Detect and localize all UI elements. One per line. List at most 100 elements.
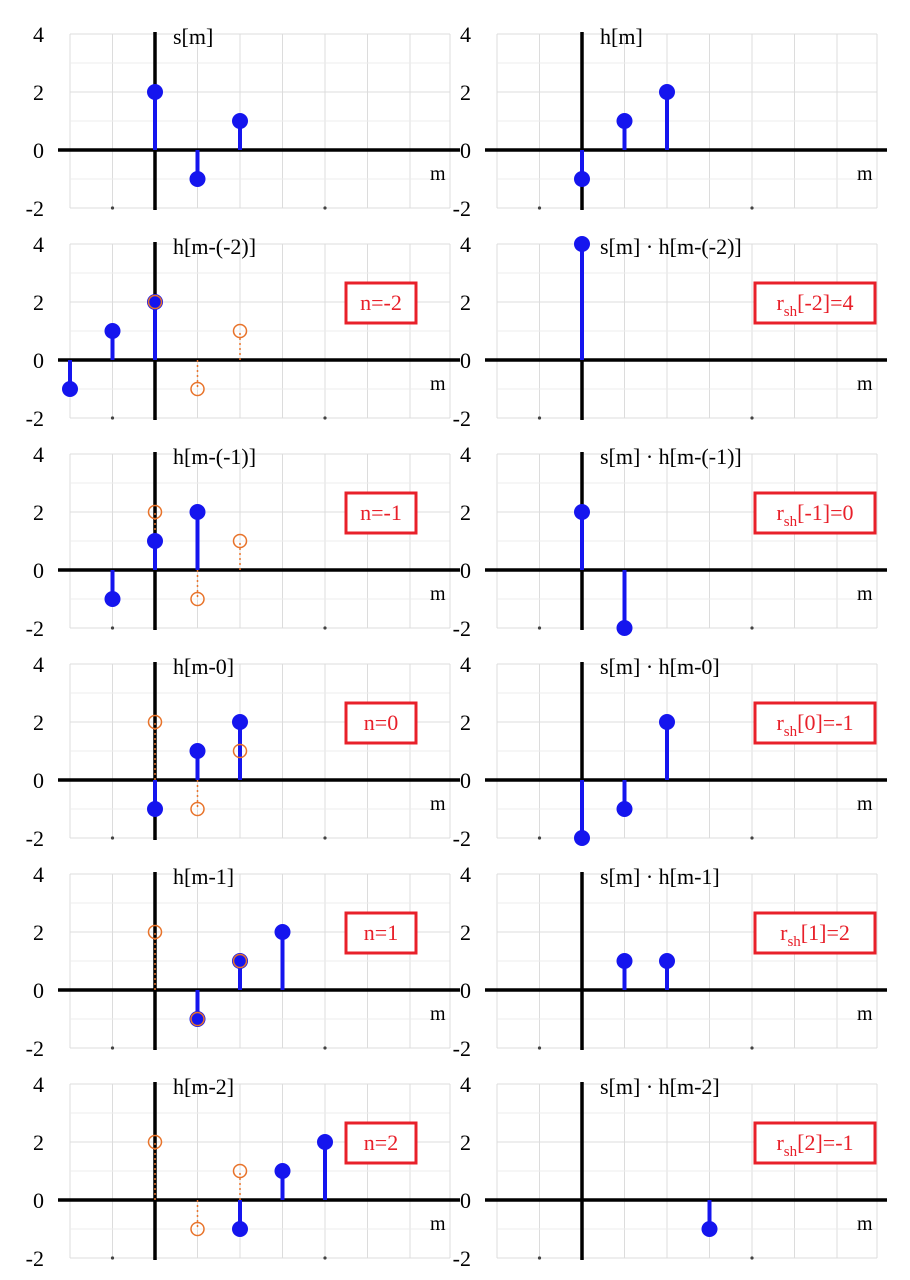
tick-dot bbox=[110, 626, 115, 630]
y-tick-label: 0 bbox=[460, 558, 471, 583]
annotation-text: rsh[1]=2 bbox=[780, 920, 850, 950]
panel-grid bbox=[69, 33, 451, 210]
tick-dot bbox=[537, 836, 542, 840]
y-tick-label: 2 bbox=[33, 80, 44, 105]
annotation-box bbox=[344, 281, 418, 325]
y-tick-label: 2 bbox=[460, 920, 471, 945]
x-axis-label: m bbox=[857, 373, 873, 395]
tick-dot bbox=[323, 1256, 327, 1260]
panel-title: s[m] · h[m-1] bbox=[600, 864, 720, 889]
stem-panel-10: -2 0 2 4 m s[m] · h[m-1] rsh[1]=2 bbox=[453, 862, 887, 1061]
stem-marker bbox=[274, 1163, 291, 1179]
stem-panel-8: -2 0 2 4 m s[m] · h[m-0] rsh[0]=-1 bbox=[453, 652, 887, 851]
y-tick-label: 0 bbox=[33, 978, 44, 1003]
annotation-text: n=-1 bbox=[360, 500, 402, 525]
y-tick-label: 2 bbox=[460, 80, 471, 105]
annotation-text: rsh[2]=-1 bbox=[776, 1130, 853, 1160]
y-tick-label: -2 bbox=[453, 406, 471, 431]
tick-dot bbox=[537, 1256, 542, 1260]
tick-dot bbox=[750, 836, 754, 840]
y-tick-label: 0 bbox=[33, 348, 44, 373]
stem-panel-6: -2 0 2 4 m s[m] · h[m-(-1)] rsh[-1]=0 bbox=[453, 442, 887, 641]
panel-title: h[m-(-1)] bbox=[173, 444, 256, 469]
tick-dot bbox=[537, 416, 542, 420]
y-tick-label: -2 bbox=[453, 1246, 471, 1271]
tick-dot bbox=[537, 206, 542, 210]
stem-marker bbox=[616, 113, 633, 129]
y-tick-label: 2 bbox=[33, 500, 44, 525]
y-tick-label: 4 bbox=[460, 1072, 471, 1097]
tick-dot bbox=[323, 626, 327, 630]
ghost-marker bbox=[190, 381, 205, 397]
y-tick-label: -2 bbox=[26, 826, 44, 851]
panel-title: s[m] · h[m-2] bbox=[600, 1074, 720, 1099]
y-tick-label: 0 bbox=[460, 768, 471, 793]
stem-marker bbox=[616, 620, 633, 636]
y-tick-label: 2 bbox=[33, 290, 44, 315]
y-tick-label: 4 bbox=[33, 652, 44, 677]
stem-marker bbox=[147, 294, 163, 310]
y-tick-label: -2 bbox=[453, 616, 471, 641]
y-tick-label: 2 bbox=[460, 500, 471, 525]
x-axis-label: m bbox=[430, 583, 446, 605]
y-tick-label: 4 bbox=[33, 1072, 44, 1097]
tick-dot bbox=[323, 1046, 327, 1050]
panel-grid bbox=[69, 1083, 451, 1260]
stem-marker bbox=[147, 533, 163, 549]
annotation-box bbox=[344, 701, 418, 745]
tick-dot bbox=[110, 416, 115, 420]
tick-dot bbox=[110, 1046, 115, 1050]
panel-title: s[m] · h[m-(-2)] bbox=[600, 234, 742, 259]
annotation-text: n=2 bbox=[364, 1130, 398, 1155]
stem-panel-7: -2 0 2 4 m h[m-0] n=0 bbox=[26, 652, 460, 851]
x-axis-label: m bbox=[430, 1213, 446, 1235]
stem-marker bbox=[274, 924, 291, 940]
tick-dot bbox=[750, 1046, 754, 1050]
y-tick-label: 0 bbox=[460, 348, 471, 373]
x-axis-label: m bbox=[857, 793, 873, 815]
y-tick-label: 0 bbox=[33, 768, 44, 793]
ghost-marker bbox=[147, 924, 163, 940]
y-tick-label: -2 bbox=[453, 196, 471, 221]
stem-panel-9: -2 0 2 4 m h[m-1] n=1 bbox=[26, 862, 460, 1061]
annotation-box bbox=[753, 1121, 877, 1165]
y-tick-label: 2 bbox=[460, 290, 471, 315]
stem-marker bbox=[147, 801, 163, 817]
tick-dot bbox=[110, 206, 115, 210]
stem-marker bbox=[189, 743, 206, 759]
stem-marker bbox=[232, 714, 248, 730]
y-tick-label: 2 bbox=[33, 920, 44, 945]
y-tick-label: 2 bbox=[460, 710, 471, 735]
x-axis-label: m bbox=[857, 1213, 873, 1235]
y-tick-label: 2 bbox=[33, 1130, 44, 1155]
stem-marker bbox=[574, 236, 590, 252]
stem-marker bbox=[616, 953, 633, 969]
y-tick-label: 4 bbox=[33, 862, 44, 887]
y-tick-label: 4 bbox=[460, 862, 471, 887]
stem-marker bbox=[659, 714, 675, 730]
annotation-box bbox=[344, 491, 418, 535]
stem-panel-12: -2 0 2 4 m s[m] · h[m-2] rsh[2]=-1 bbox=[453, 1072, 887, 1271]
stem-marker bbox=[104, 323, 121, 339]
stem-marker bbox=[189, 1011, 206, 1027]
stem-marker bbox=[232, 113, 248, 129]
y-tick-label: 0 bbox=[460, 978, 471, 1003]
stem-marker bbox=[62, 381, 78, 397]
tick-dot bbox=[537, 1046, 542, 1050]
stem-panel-5: -2 0 2 4 m h[m-(-1)] n=-1 bbox=[26, 442, 460, 641]
panel-grid bbox=[69, 663, 451, 840]
stem-panel-1: -2 0 2 4 m s[m] bbox=[26, 22, 460, 221]
x-axis-label: m bbox=[430, 373, 446, 395]
y-tick-label: -2 bbox=[26, 406, 44, 431]
x-axis-label: m bbox=[430, 1003, 446, 1025]
panel-title: h[m-2] bbox=[173, 1074, 234, 1099]
ghost-marker bbox=[147, 1134, 163, 1150]
stem-marker bbox=[659, 953, 675, 969]
panel-grid bbox=[69, 243, 451, 420]
tick-dot bbox=[537, 626, 542, 630]
y-tick-label: -2 bbox=[26, 1246, 44, 1271]
y-tick-label: 0 bbox=[33, 138, 44, 163]
x-axis-label: m bbox=[430, 163, 446, 185]
y-tick-label: 0 bbox=[33, 558, 44, 583]
panel-grid bbox=[496, 663, 878, 840]
